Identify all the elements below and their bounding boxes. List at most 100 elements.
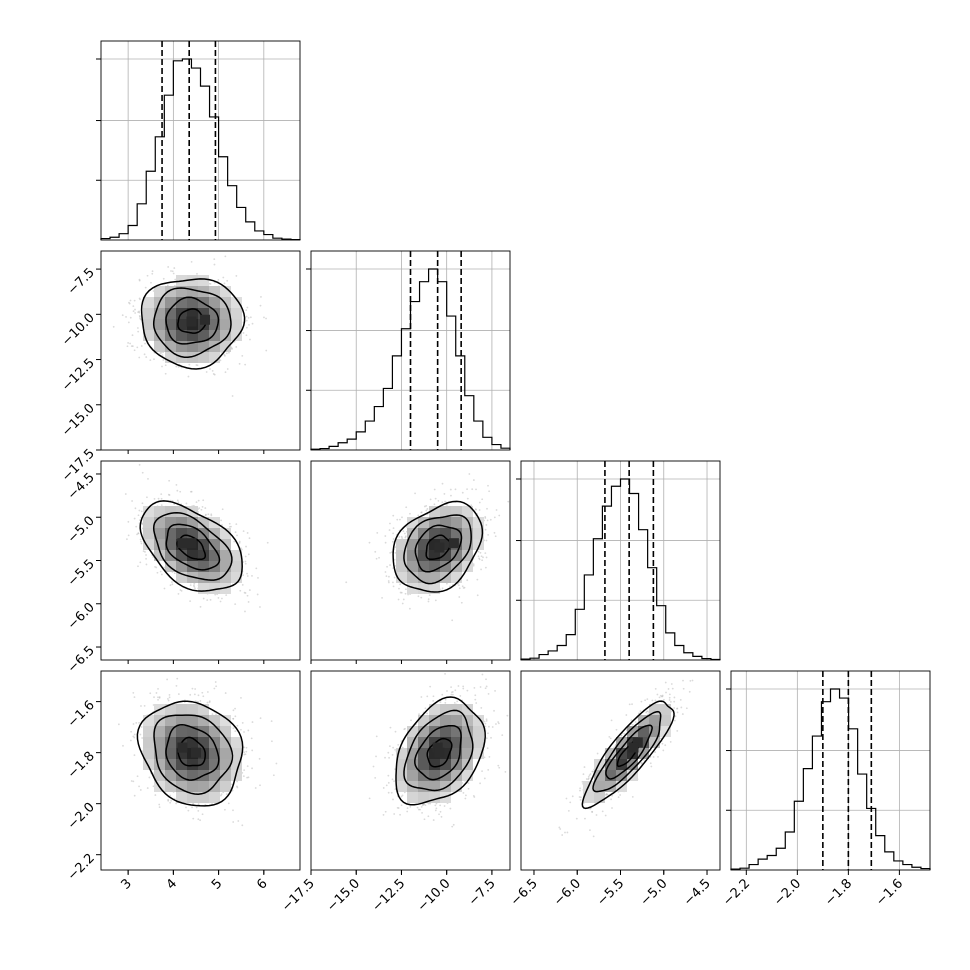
sample-point (388, 575, 390, 578)
sample-point (141, 471, 144, 474)
sample-point (402, 598, 405, 601)
density-cell (165, 297, 176, 308)
sample-point (206, 691, 209, 693)
sample-point (137, 330, 140, 333)
sample-point (397, 598, 400, 601)
sample-point (611, 794, 614, 797)
sample-point (161, 354, 164, 357)
sample-point (154, 794, 157, 796)
sample-point (202, 695, 205, 698)
density-cell (649, 715, 660, 726)
sample-point (558, 826, 561, 829)
sample-point (441, 693, 444, 696)
sample-point (465, 794, 467, 797)
sample-point (214, 593, 217, 596)
sample-point (206, 599, 209, 602)
sample-point (472, 563, 475, 566)
sample-point (466, 488, 468, 491)
sample-point (213, 281, 216, 284)
density-cell (154, 759, 165, 770)
density-cell (627, 748, 638, 759)
sample-point (124, 493, 127, 495)
sample-point (452, 823, 455, 826)
sample-point (611, 807, 613, 809)
density-cell (187, 341, 198, 352)
sample-point (482, 556, 484, 559)
density-cell (220, 286, 231, 297)
density-cell (429, 770, 440, 781)
contour-level-2 (403, 514, 472, 585)
sample-point (243, 731, 245, 733)
sample-point (404, 536, 407, 539)
sample-point (243, 591, 246, 594)
sample-point (129, 342, 131, 345)
sample-point (197, 818, 200, 821)
sample-point (169, 584, 172, 587)
sample-point (232, 809, 234, 812)
sample-point (387, 751, 390, 754)
density-cell (165, 286, 176, 297)
pair-content (101, 251, 300, 450)
sample-point (631, 795, 634, 798)
sample-point (497, 722, 500, 725)
sample-point (158, 803, 161, 806)
sample-point (215, 713, 218, 715)
sample-point (133, 794, 136, 797)
sample-point (400, 535, 403, 538)
sample-point (236, 780, 239, 783)
sample-point (188, 363, 191, 366)
sample-point (601, 810, 604, 813)
sample-point (661, 742, 664, 745)
sample-point (200, 508, 203, 511)
sample-point (243, 746, 246, 749)
density-cell (231, 550, 242, 561)
density-cell (440, 748, 451, 759)
sample-point (587, 775, 590, 778)
sample-point (209, 283, 212, 285)
sample-point (484, 552, 487, 555)
sample-point (174, 278, 177, 281)
sample-point (246, 572, 248, 575)
sample-point (148, 776, 151, 779)
sample-point (208, 701, 211, 704)
sample-point (484, 722, 487, 725)
density-cell (143, 506, 154, 517)
sample-point (391, 778, 394, 781)
sample-point (400, 591, 403, 594)
sample-point (384, 756, 386, 759)
sample-point (404, 588, 407, 591)
sample-point (246, 594, 249, 597)
density-cell (429, 759, 440, 770)
sample-point (432, 695, 435, 698)
density-cell (429, 517, 440, 528)
sample-point (676, 707, 678, 710)
sample-point (484, 517, 487, 519)
density-cell (594, 792, 605, 803)
density-cell (165, 352, 176, 363)
sample-point (234, 531, 237, 534)
sample-point (654, 699, 657, 702)
sample-point (167, 798, 170, 801)
sample-point (375, 755, 377, 758)
sample-point (443, 805, 446, 807)
density-cell (187, 770, 198, 781)
density-cell (209, 308, 220, 319)
sample-point (129, 316, 132, 319)
density-cell (187, 352, 198, 363)
sample-point (460, 601, 463, 604)
sample-point (620, 734, 623, 737)
density-cell (198, 737, 209, 748)
density-cell (176, 781, 187, 792)
sample-point (564, 831, 566, 834)
sample-point (673, 696, 676, 699)
sample-point (435, 807, 438, 810)
density-cell (418, 759, 429, 770)
sample-point (480, 707, 483, 709)
sample-point (418, 713, 420, 716)
sample-point (192, 817, 195, 820)
sample-point (138, 785, 140, 788)
density-cell (451, 770, 462, 781)
density-cell (154, 737, 165, 748)
sample-point (384, 810, 387, 813)
sample-point (209, 368, 211, 370)
